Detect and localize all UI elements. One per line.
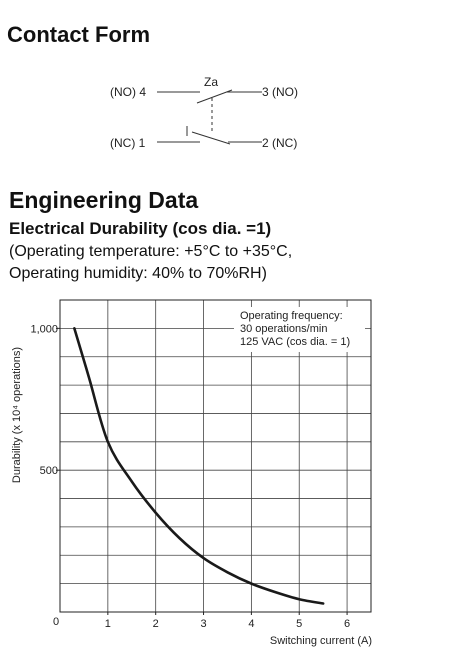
annotation-line: 30 operations/min (240, 323, 327, 335)
conditions-line-2: Operating humidity: 40% to 70%RH) (9, 265, 267, 282)
contact-form-diagram: (NO) 4 Za 3 (NO) (NC) 1 2 (NC) (110, 75, 298, 150)
origin-label: 0 (53, 616, 59, 628)
no-contact-arm (196, 89, 233, 104)
electrical-durability-title: Electrical Durability (cos dia. =1) (9, 219, 272, 238)
durability-series (73, 327, 325, 605)
annotation-line: Operating frequency: (240, 310, 343, 322)
axis-ticks: 1 2 3 4 5 6 0 500 1,000 (30, 323, 350, 630)
contact-form-title: Contact Form (7, 22, 150, 47)
y-tick-label: 500 (40, 465, 58, 477)
y-tick-label: 1,000 (30, 323, 58, 335)
terminal-no-4-label: (NO) 4 (110, 85, 146, 99)
plot-frame (59, 299, 372, 613)
annotation-background (234, 307, 365, 352)
x-tick-label: 6 (344, 618, 350, 630)
y-axis-label: Durability (x 10⁴ operations) (11, 347, 23, 483)
terminal-no-3-label: 3 (NO) (262, 85, 298, 99)
terminal-nc-1-label: (NC) 1 (110, 136, 146, 150)
terminal-nc-2-label: 2 (NC) (262, 136, 297, 150)
x-tick-label: 5 (296, 618, 302, 630)
chart-annotation: Operating frequency:30 operations/min125… (234, 307, 365, 352)
nc-contact-arm (191, 131, 231, 145)
x-tick-label: 4 (248, 618, 254, 630)
armature-label: Za (204, 75, 218, 89)
conditions-line-1: (Operating temperature: +5°C to +35°C, (9, 243, 293, 260)
x-tick-label: 2 (153, 618, 159, 630)
x-axis-label: Switching current (A) (270, 635, 372, 647)
engineering-data-title: Engineering Data (9, 187, 199, 213)
x-tick-label: 3 (200, 618, 206, 630)
durability-curve (73, 327, 325, 605)
annotation-line: 125 VAC (cos dia. = 1) (240, 336, 350, 348)
x-tick-label: 1 (105, 618, 111, 630)
